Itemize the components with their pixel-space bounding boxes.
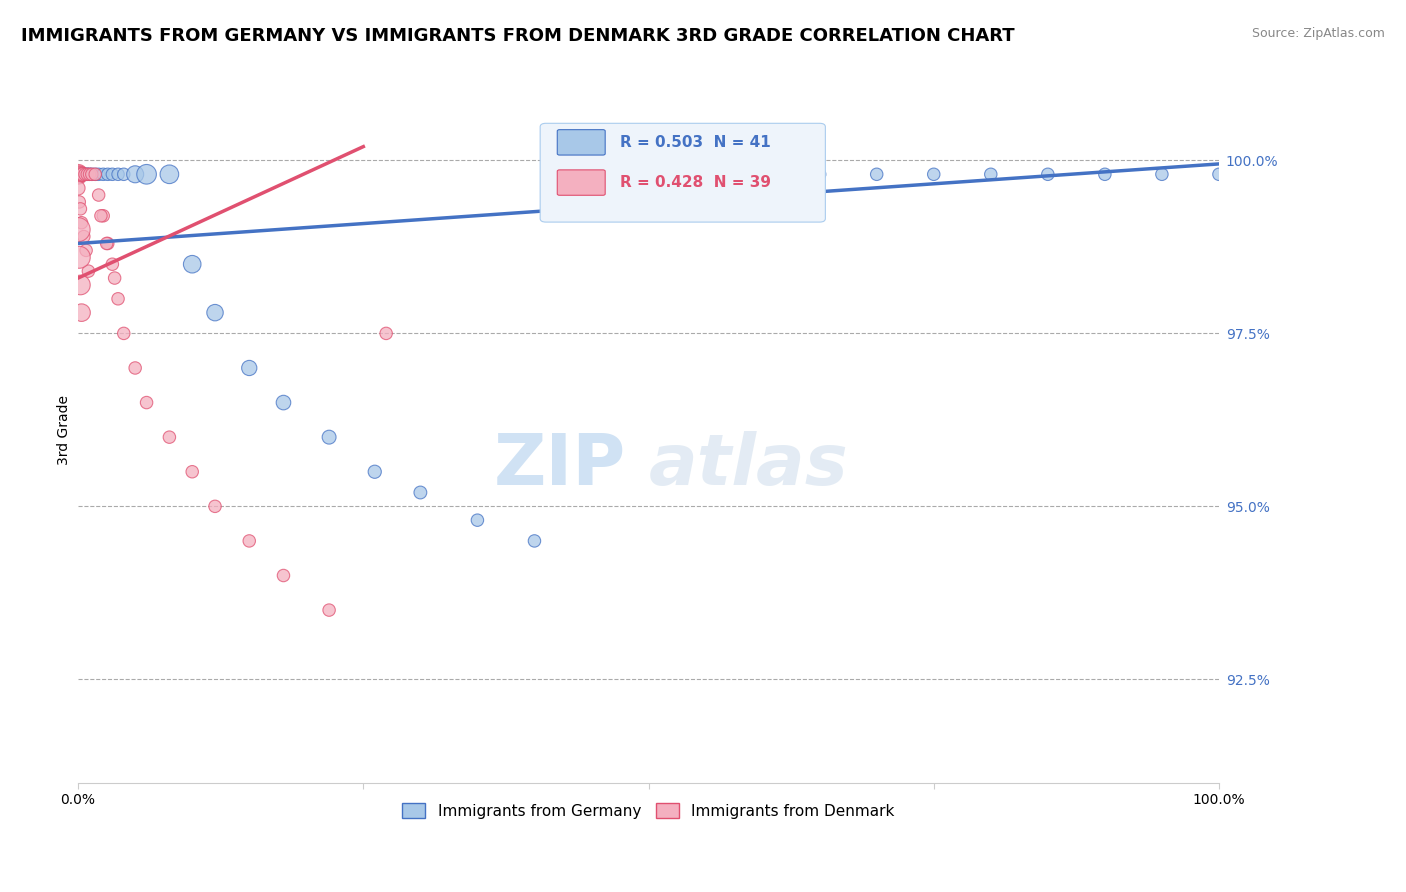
Point xyxy=(67,167,90,181)
Point xyxy=(67,250,90,264)
Point xyxy=(87,167,110,181)
Point xyxy=(67,181,90,195)
Point xyxy=(69,202,91,216)
Point xyxy=(318,430,340,444)
Point xyxy=(104,271,127,285)
Point xyxy=(204,500,226,514)
Point xyxy=(69,167,91,181)
Point xyxy=(238,533,260,548)
Point xyxy=(67,167,90,181)
Point xyxy=(96,236,118,251)
Point xyxy=(204,305,226,319)
Point xyxy=(273,568,295,582)
Point xyxy=(181,465,204,479)
Point xyxy=(84,167,107,181)
Point xyxy=(79,167,101,181)
Point xyxy=(90,209,112,223)
Point xyxy=(107,292,129,306)
Point xyxy=(75,244,97,258)
Point xyxy=(467,513,489,527)
Point xyxy=(124,361,146,376)
Point xyxy=(581,167,603,181)
Point xyxy=(67,194,90,209)
Point xyxy=(124,167,146,181)
Y-axis label: 3rd Grade: 3rd Grade xyxy=(58,395,72,466)
Point xyxy=(73,167,96,181)
Text: R = 0.428  N = 39: R = 0.428 N = 39 xyxy=(620,175,770,190)
FancyBboxPatch shape xyxy=(557,129,605,155)
FancyBboxPatch shape xyxy=(557,169,605,195)
Text: IMMIGRANTS FROM GERMANY VS IMMIGRANTS FROM DENMARK 3RD GRADE CORRELATION CHART: IMMIGRANTS FROM GERMANY VS IMMIGRANTS FR… xyxy=(21,27,1015,45)
Point xyxy=(922,167,945,181)
Point xyxy=(67,222,90,236)
Point xyxy=(73,229,96,244)
Legend: Immigrants from Germany, Immigrants from Denmark: Immigrants from Germany, Immigrants from… xyxy=(396,797,901,825)
Point xyxy=(73,167,96,181)
Point xyxy=(84,167,107,181)
Text: ZIP: ZIP xyxy=(494,431,626,500)
Point xyxy=(72,167,94,181)
Point xyxy=(135,167,157,181)
Point xyxy=(80,167,103,181)
Point xyxy=(112,326,135,341)
Point xyxy=(77,264,100,278)
FancyBboxPatch shape xyxy=(540,123,825,222)
Point xyxy=(318,603,340,617)
Point xyxy=(112,167,135,181)
Text: R = 0.503  N = 41: R = 0.503 N = 41 xyxy=(620,135,770,150)
Point xyxy=(70,167,93,181)
Point xyxy=(1208,167,1230,181)
Point xyxy=(70,167,93,181)
Point xyxy=(69,277,91,292)
Point xyxy=(75,167,97,181)
Point xyxy=(157,167,180,181)
Point xyxy=(79,167,101,181)
Point xyxy=(91,209,114,223)
Point xyxy=(375,326,398,341)
Point xyxy=(751,167,773,181)
Point xyxy=(76,167,98,181)
Point xyxy=(70,305,93,319)
Point xyxy=(980,167,1002,181)
Point xyxy=(808,167,831,181)
Point xyxy=(238,361,260,376)
Point xyxy=(409,485,432,500)
Point xyxy=(135,395,157,409)
Point xyxy=(866,167,889,181)
Text: Source: ZipAtlas.com: Source: ZipAtlas.com xyxy=(1251,27,1385,40)
Point xyxy=(70,216,93,230)
Point xyxy=(157,430,180,444)
Point xyxy=(72,167,94,181)
Point xyxy=(80,167,103,181)
Point xyxy=(101,257,124,271)
Point xyxy=(364,465,387,479)
Point xyxy=(69,167,91,181)
Point xyxy=(91,167,114,181)
Point xyxy=(101,167,124,181)
Point xyxy=(67,167,90,181)
Point xyxy=(67,167,90,181)
Point xyxy=(87,188,110,202)
Point xyxy=(1094,167,1116,181)
Point xyxy=(273,395,295,409)
Point xyxy=(523,533,546,548)
Point xyxy=(97,236,120,251)
Point xyxy=(1036,167,1059,181)
Text: atlas: atlas xyxy=(648,431,848,500)
Point xyxy=(107,167,129,181)
Point xyxy=(1150,167,1173,181)
Point xyxy=(695,167,717,181)
Point xyxy=(97,167,120,181)
Point xyxy=(181,257,204,271)
Point xyxy=(76,167,98,181)
Point xyxy=(637,167,659,181)
